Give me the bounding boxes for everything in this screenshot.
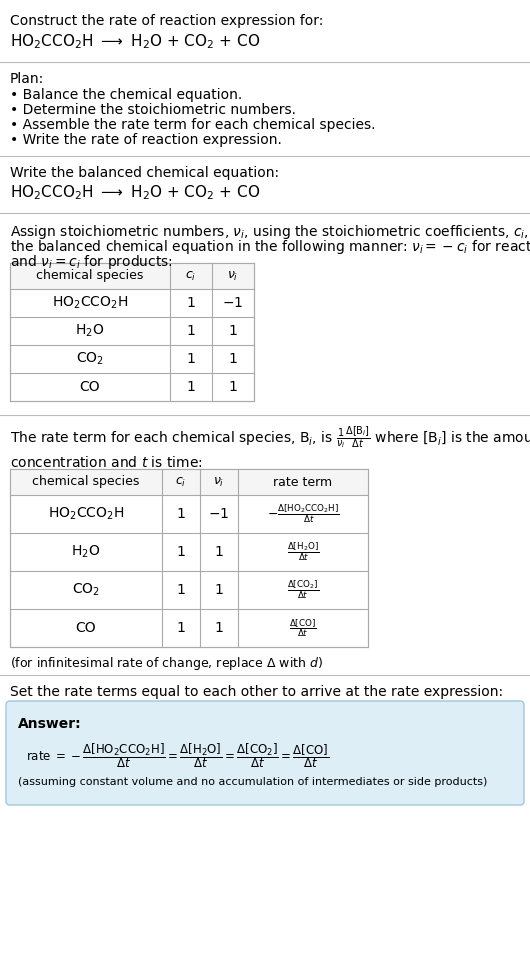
Text: concentration and $t$ is time:: concentration and $t$ is time: [10,455,202,470]
Text: • Determine the stoichiometric numbers.: • Determine the stoichiometric numbers. [10,103,296,117]
Text: 1: 1 [187,352,196,366]
Text: 1: 1 [215,583,224,597]
Text: $c_i$: $c_i$ [175,475,187,489]
Text: $\nu_i$: $\nu_i$ [227,269,238,282]
Text: • Assemble the rate term for each chemical species.: • Assemble the rate term for each chemic… [10,118,375,132]
Text: Write the balanced chemical equation:: Write the balanced chemical equation: [10,166,279,180]
Text: 1: 1 [176,545,186,559]
Text: $\frac{\Delta[\mathrm{H_2O}]}{\Delta t}$: $\frac{\Delta[\mathrm{H_2O}]}{\Delta t}$ [287,541,319,563]
Text: rate $= -\dfrac{\Delta[\mathrm{HO_2CCO_2H}]}{\Delta t} = \dfrac{\Delta[\mathrm{H: rate $= -\dfrac{\Delta[\mathrm{HO_2CCO_2… [26,741,329,770]
Bar [10,469,368,647]
Text: H$_2$O: H$_2$O [75,323,104,340]
Bar [10,263,254,289]
Text: $-1$: $-1$ [223,296,244,310]
Text: Plan:: Plan: [10,72,44,86]
Text: HO$_2$CCO$_2$H: HO$_2$CCO$_2$H [48,506,124,522]
Text: CO$_2$: CO$_2$ [72,582,100,598]
Text: $-\frac{\Delta[\mathrm{HO_2CCO_2H}]}{\Delta t}$: $-\frac{\Delta[\mathrm{HO_2CCO_2H}]}{\De… [267,503,339,525]
Text: • Balance the chemical equation.: • Balance the chemical equation. [10,88,242,102]
Text: 1: 1 [187,380,196,394]
Text: 1: 1 [228,380,237,394]
Text: 1: 1 [187,296,196,310]
Text: 1: 1 [228,324,237,338]
Text: 1: 1 [176,621,186,635]
Text: CO$_2$: CO$_2$ [76,350,104,367]
Text: $\frac{\Delta[\mathrm{CO}]}{\Delta t}$: $\frac{\Delta[\mathrm{CO}]}{\Delta t}$ [289,617,317,639]
Text: the balanced chemical equation in the following manner: $\nu_i = -c_i$ for react: the balanced chemical equation in the fo… [10,238,530,256]
Text: Answer:: Answer: [18,717,82,731]
Text: $\nu_i$: $\nu_i$ [213,475,225,489]
Text: 1: 1 [176,507,186,521]
Text: chemical species: chemical species [37,269,144,282]
Text: HO$_2$CCO$_2$H: HO$_2$CCO$_2$H [52,295,128,311]
Text: • Write the rate of reaction expression.: • Write the rate of reaction expression. [10,133,282,147]
FancyBboxPatch shape [6,701,524,805]
Text: rate term: rate term [273,475,332,489]
Text: (assuming constant volume and no accumulation of intermediates or side products): (assuming constant volume and no accumul… [18,777,488,787]
Text: Set the rate terms equal to each other to arrive at the rate expression:: Set the rate terms equal to each other t… [10,685,503,699]
Text: H$_2$O: H$_2$O [72,544,101,560]
Text: HO$_2$CCO$_2$H $\longrightarrow$ H$_2$O + CO$_2$ + CO: HO$_2$CCO$_2$H $\longrightarrow$ H$_2$O … [10,183,260,202]
Text: 1: 1 [228,352,237,366]
Text: $\frac{\Delta[\mathrm{CO_2}]}{\Delta t}$: $\frac{\Delta[\mathrm{CO_2}]}{\Delta t}$ [287,579,319,601]
Bar [10,263,254,401]
Text: $-1$: $-1$ [208,507,229,521]
Text: 1: 1 [187,324,196,338]
Text: Construct the rate of reaction expression for:: Construct the rate of reaction expressio… [10,14,323,28]
Text: 1: 1 [176,583,186,597]
Text: HO$_2$CCO$_2$H $\longrightarrow$ H$_2$O + CO$_2$ + CO: HO$_2$CCO$_2$H $\longrightarrow$ H$_2$O … [10,32,260,51]
Text: CO: CO [76,621,96,635]
Text: CO: CO [80,380,100,394]
Text: 1: 1 [215,621,224,635]
Text: (for infinitesimal rate of change, replace $\Delta$ with $d$): (for infinitesimal rate of change, repla… [10,655,323,672]
Text: and $\nu_i = c_i$ for products:: and $\nu_i = c_i$ for products: [10,253,173,271]
Text: $c_i$: $c_i$ [186,269,197,282]
Text: Assign stoichiometric numbers, $\nu_i$, using the stoichiometric coefficients, $: Assign stoichiometric numbers, $\nu_i$, … [10,223,530,241]
Text: The rate term for each chemical species, B$_i$, is $\frac{1}{\nu_i}\frac{\Delta[: The rate term for each chemical species,… [10,425,530,451]
Bar [10,469,368,495]
Text: chemical species: chemical species [32,475,140,489]
Text: 1: 1 [215,545,224,559]
